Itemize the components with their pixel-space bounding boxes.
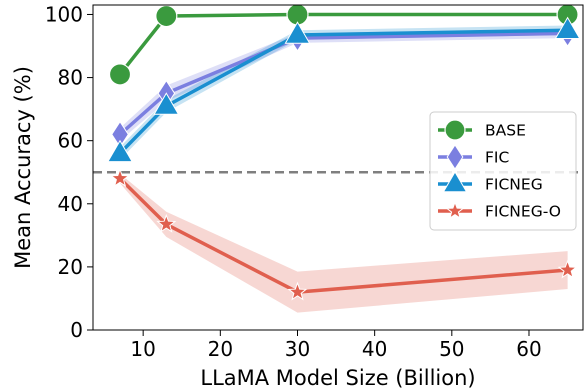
point-ficneg [554,16,581,39]
line-fic [118,31,568,136]
y-tick-label: 20 [58,255,83,279]
y-tick-label: 60 [58,129,83,153]
legend: BASE FIC FICNEG FICNEG-O [429,111,577,231]
x-axis-title: LLaMA Model Size (Billion) [200,366,475,390]
legend-label-ficneg: FICNEG [485,176,543,194]
x-tick-label: 20 [208,337,233,361]
y-tick-label: 0 [70,318,83,342]
y-tick-label: 100 [45,2,83,26]
point-ficneg-o [110,168,130,187]
legend-marker-ficneg [442,171,468,193]
x-tick-label: 10 [130,337,155,361]
y-tick-label: 80 [58,66,83,90]
legend-label-ficneg-o: FICNEG-O [485,203,561,221]
legend-marker-fic [446,144,464,170]
y-tick-label: 40 [58,192,83,216]
point-ficneg-o [156,213,177,233]
legend-marker-base [444,119,466,141]
point-ficneg [107,139,133,163]
line-ficneg-o [118,177,568,294]
point-base [108,63,132,86]
legend-label-base: BASE [485,122,526,140]
point-ficneg-o [287,281,308,301]
series-markers [107,3,581,301]
legend-items: BASE FIC FICNEG FICNEG-O [438,119,561,221]
point-ficneg-o [557,259,578,279]
x-tick-label: 50 [439,337,464,361]
plot-area-frame [92,4,584,331]
legend-box [429,111,577,231]
legend-label-fic: FIC [485,149,509,167]
x-axis-ticks: 10 20 30 40 50 60 [130,330,542,361]
point-base [155,4,178,28]
line-base [118,12,568,76]
series-lines [118,12,568,294]
point-ficneg [284,21,311,44]
x-tick-label: 60 [516,337,541,361]
x-tick-label: 30 [285,337,310,361]
y-axis-ticks: 0 20 40 60 80 100 [45,2,93,342]
legend-marker-ficneg-o [445,200,465,220]
point-ficneg [153,92,180,115]
x-tick-label: 40 [362,337,387,361]
y-axis-title: Mean Accuracy (%) [11,66,35,269]
line-ficneg [118,28,568,155]
